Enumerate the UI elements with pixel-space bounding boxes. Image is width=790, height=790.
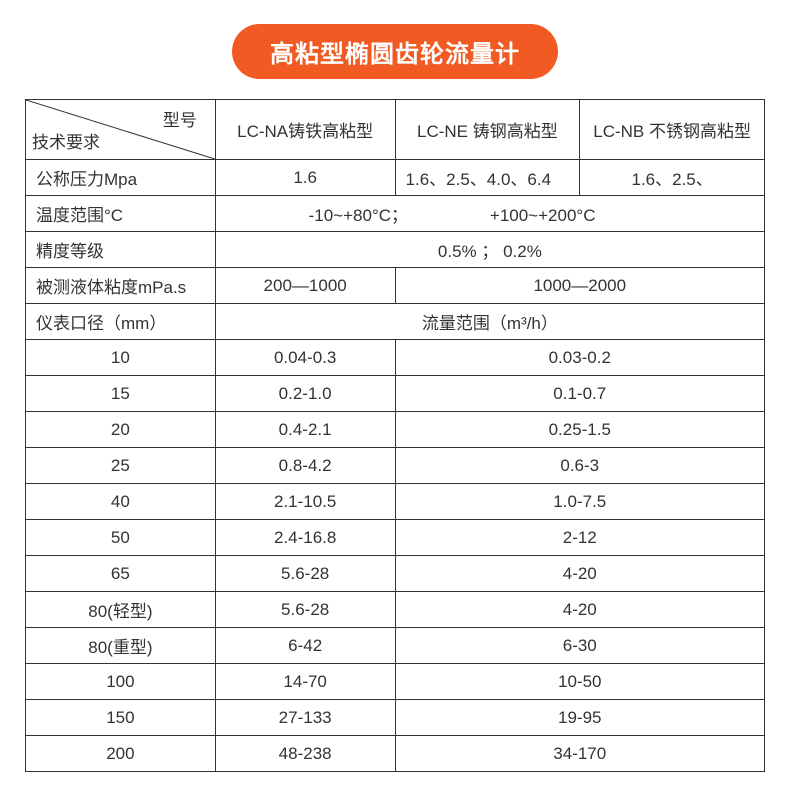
flow-row: 150.2-1.00.1-0.7 [26, 376, 765, 412]
accuracy-row: 精度等级 0.5% ； 0.2% [26, 232, 765, 268]
flow-range-b-cell: 0.03-0.2 [395, 340, 764, 376]
row-label: 被测液体粘度mPa.s [26, 268, 216, 304]
header-row: 型号 技术要求 LC-NA铸铁高粘型 LC-NE 铸钢高粘型 LC-NB 不锈钢… [26, 100, 765, 160]
column-header: LC-NE 铸钢高粘型 [395, 100, 580, 160]
flow-row: 402.1-10.51.0-7.5 [26, 484, 765, 520]
flow-row: 15027-13319-95 [26, 700, 765, 736]
flow-range-b-cell: 0.6-3 [395, 448, 764, 484]
cell: 1000—2000 [395, 268, 764, 304]
cell: 1.6 [215, 160, 395, 196]
flow-range-a-cell: 14-70 [215, 664, 395, 700]
flow-size-cell: 150 [26, 700, 216, 736]
flow-range-a-cell: 48-238 [215, 736, 395, 772]
flow-range-b-cell: 2-12 [395, 520, 764, 556]
flow-range-a-cell: 2.1-10.5 [215, 484, 395, 520]
flow-size-cell: 25 [26, 448, 216, 484]
pressure-row: 公称压力Mpa 1.6 1.6、2.5、4.0、6.4 1.6、2.5、 [26, 160, 765, 196]
flow-size-cell: 10 [26, 340, 216, 376]
flow-row: 80(轻型)5.6-284-20 [26, 592, 765, 628]
flow-header-left: 仪表口径（mm） [26, 304, 216, 340]
spec-table: 型号 技术要求 LC-NA铸铁高粘型 LC-NE 铸钢高粘型 LC-NB 不锈钢… [25, 99, 765, 772]
row-label: 温度范围°C [26, 196, 216, 232]
flow-range-a-cell: 0.4-2.1 [215, 412, 395, 448]
flow-size-cell: 65 [26, 556, 216, 592]
flow-header-right: 流量范围（m³/h） [215, 304, 764, 340]
flow-range-a-cell: 27-133 [215, 700, 395, 736]
flow-size-cell: 80(重型) [26, 628, 216, 664]
flow-row: 250.8-4.20.6-3 [26, 448, 765, 484]
flow-row: 655.6-284-20 [26, 556, 765, 592]
flow-row: 200.4-2.10.25-1.5 [26, 412, 765, 448]
flow-row: 502.4-16.82-12 [26, 520, 765, 556]
flow-range-a-cell: 0.8-4.2 [215, 448, 395, 484]
viscosity-row: 被测液体粘度mPa.s 200—1000 1000—2000 [26, 268, 765, 304]
flow-range-b-cell: 4-20 [395, 556, 764, 592]
flow-range-a-cell: 0.2-1.0 [215, 376, 395, 412]
flow-row: 10014-7010-50 [26, 664, 765, 700]
flow-range-b-cell: 19-95 [395, 700, 764, 736]
flow-size-cell: 40 [26, 484, 216, 520]
flow-row: 80(重型)6-426-30 [26, 628, 765, 664]
flow-range-a-cell: 6-42 [215, 628, 395, 664]
flow-range-a-cell: 0.04-0.3 [215, 340, 395, 376]
flow-size-cell: 20 [26, 412, 216, 448]
flow-row: 20048-23834-170 [26, 736, 765, 772]
flow-range-b-cell: 6-30 [395, 628, 764, 664]
flow-range-b-cell: 34-170 [395, 736, 764, 772]
flow-header-row: 仪表口径（mm） 流量范围（m³/h） [26, 304, 765, 340]
column-header: LC-NA铸铁高粘型 [215, 100, 395, 160]
header-model-label: 型号 [163, 106, 197, 131]
flow-range-a-cell: 5.6-28 [215, 592, 395, 628]
cell: 1.6、2.5、 [580, 160, 765, 196]
flow-size-cell: 15 [26, 376, 216, 412]
flow-size-cell: 50 [26, 520, 216, 556]
temperature-row: 温度范围°C -10~+80°C；+100~+200°C [26, 196, 765, 232]
page-title: 高粘型椭圆齿轮流量计 [232, 24, 558, 79]
flow-size-cell: 80(轻型) [26, 592, 216, 628]
flow-row: 100.04-0.30.03-0.2 [26, 340, 765, 376]
row-label: 公称压力Mpa [26, 160, 216, 196]
flow-range-b-cell: 0.1-0.7 [395, 376, 764, 412]
flow-range-b-cell: 4-20 [395, 592, 764, 628]
column-header: LC-NB 不锈钢高粘型 [580, 100, 765, 160]
row-label: 精度等级 [26, 232, 216, 268]
cell: 0.5% ； 0.2% [215, 232, 764, 268]
flow-range-b-cell: 0.25-1.5 [395, 412, 764, 448]
flow-range-a-cell: 5.6-28 [215, 556, 395, 592]
flow-size-cell: 100 [26, 664, 216, 700]
flow-range-b-cell: 1.0-7.5 [395, 484, 764, 520]
header-spec-label: 技术要求 [32, 128, 100, 153]
cell: 1.6、2.5、4.0、6.4 [395, 160, 580, 196]
cell: -10~+80°C；+100~+200°C [215, 196, 764, 232]
flow-range-b-cell: 10-50 [395, 664, 764, 700]
flow-range-a-cell: 2.4-16.8 [215, 520, 395, 556]
diagonal-header-cell: 型号 技术要求 [26, 100, 216, 160]
cell: 200—1000 [215, 268, 395, 304]
flow-size-cell: 200 [26, 736, 216, 772]
